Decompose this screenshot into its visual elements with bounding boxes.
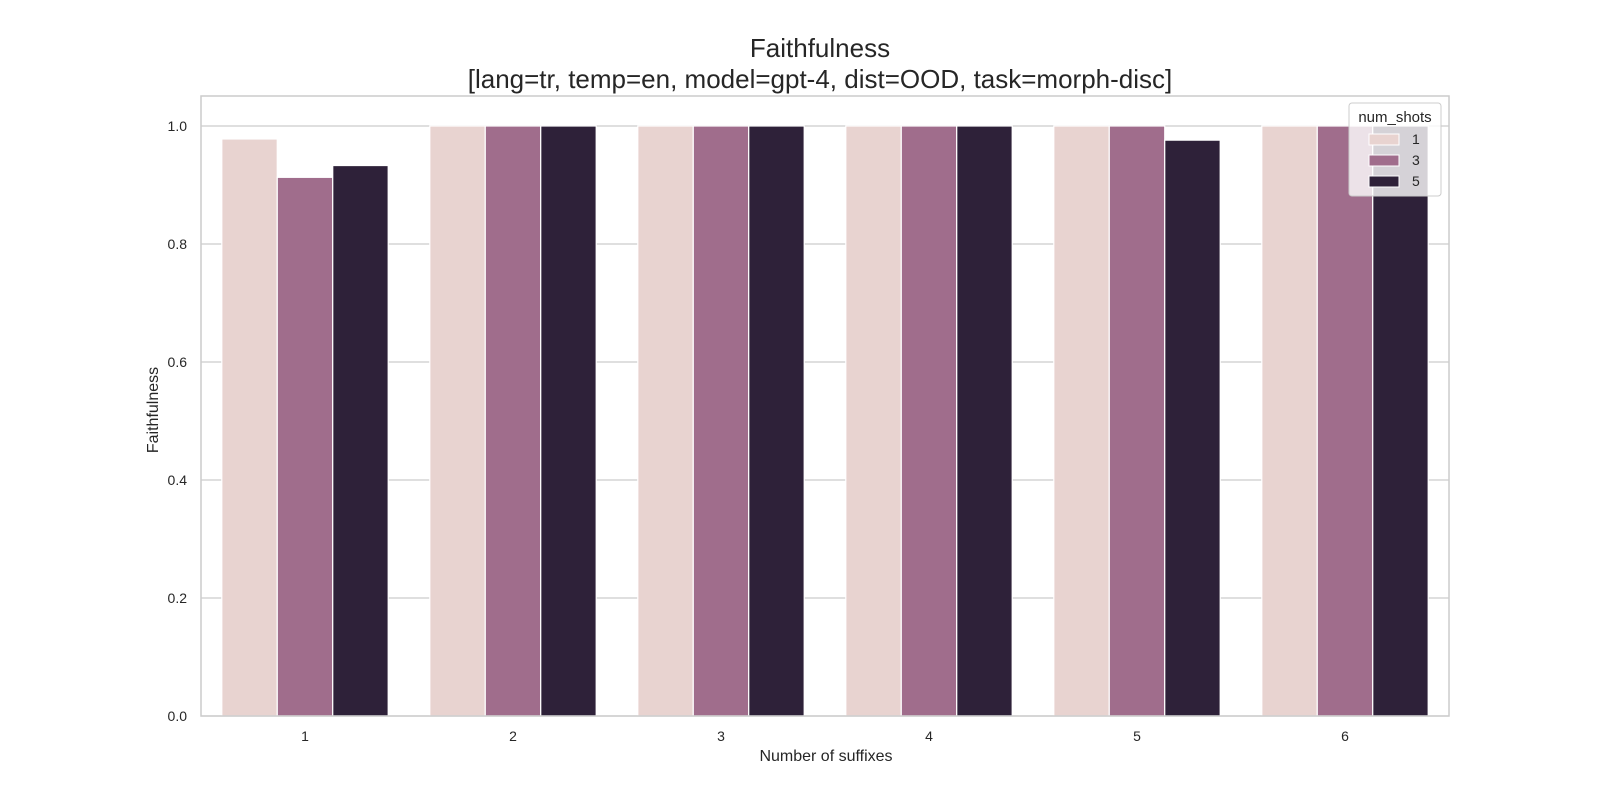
bar-6-shots-5 (1372, 125, 1429, 717)
bar-6-shots-1 (1261, 125, 1318, 717)
x-tick-labels: 1 2 3 4 5 6 (301, 728, 1349, 744)
bar-4-shots-3 (900, 125, 958, 717)
bar-4-shots-5 (956, 125, 1013, 717)
legend-label: 5 (1412, 173, 1420, 189)
x-tick-label: 6 (1341, 728, 1349, 744)
bar-2-shots-3 (484, 125, 542, 717)
y-axis-label: Faithfulness (145, 367, 162, 453)
x-tick-label: 1 (301, 728, 309, 744)
legend-items: 1 3 5 (1368, 131, 1420, 189)
bar-3-shots-5 (748, 125, 805, 717)
y-tick-label: 0.8 (168, 236, 188, 252)
bar-1-shots-3 (276, 176, 334, 717)
y-tick-labels: 0.0 0.2 0.4 0.6 0.8 1.0 (168, 118, 188, 724)
legend-swatch (1368, 154, 1400, 167)
bar-1-shots-5 (332, 164, 389, 717)
legend-label: 3 (1412, 152, 1420, 168)
bar-3-shots-1 (637, 125, 694, 717)
y-tick-label: 0.2 (168, 590, 188, 606)
bar-2-shots-1 (429, 125, 486, 717)
bar-5-shots-5 (1164, 139, 1221, 717)
bar-6-shots-3 (1316, 125, 1374, 717)
legend-swatch (1368, 133, 1400, 146)
x-tick-label: 3 (717, 728, 725, 744)
bar-2-shots-5 (540, 125, 597, 717)
y-tick-label: 0.6 (168, 354, 188, 370)
legend-label: 1 (1412, 131, 1420, 147)
x-tick-label: 2 (509, 728, 517, 744)
bars (221, 125, 1429, 717)
bar-1-shots-1 (221, 138, 278, 717)
y-tick-label: 1.0 (168, 118, 188, 134)
legend-swatch (1368, 175, 1400, 188)
legend-title: num_shots (1358, 109, 1431, 126)
x-tick-label: 4 (925, 728, 933, 744)
y-tick-label: 0.0 (168, 708, 188, 724)
bar-5-shots-3 (1108, 125, 1166, 717)
chart-title: Faithfulness (750, 33, 890, 63)
bar-3-shots-3 (692, 125, 750, 717)
x-axis-label: Number of suffixes (759, 748, 892, 765)
legend: num_shots 1 3 5 (1348, 102, 1442, 197)
bar-5-shots-1 (1053, 125, 1110, 717)
y-tick-label: 0.4 (168, 472, 188, 488)
plot-frame (200, 95, 1450, 717)
x-tick-label: 5 (1133, 728, 1141, 744)
legend-box (1348, 102, 1442, 197)
bar-4-shots-1 (845, 125, 902, 717)
chart-subtitle: [lang=tr, temp=en, model=gpt-4, dist=OOD… (468, 64, 1173, 94)
